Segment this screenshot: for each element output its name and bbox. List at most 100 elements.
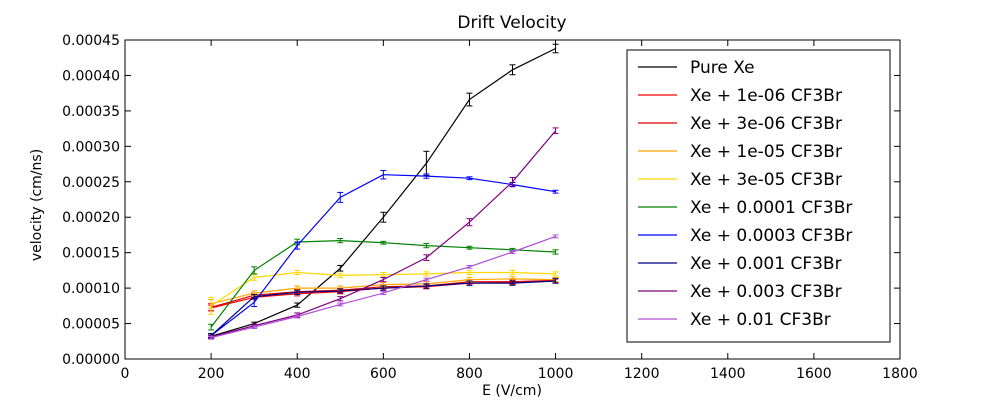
- x-tick-label: 200: [198, 366, 225, 382]
- error-bar: [509, 177, 516, 187]
- error-bar: [294, 289, 301, 295]
- chart-title: Drift Velocity: [457, 13, 566, 33]
- series-line-8: [210, 130, 557, 338]
- legend-label: Xe + 3e-05 CF3Br: [690, 170, 842, 190]
- y-tick-label: 0.00015: [62, 246, 120, 262]
- error-bar: [380, 169, 387, 180]
- x-tick-label: 800: [456, 366, 483, 382]
- x-tick-label: 1800: [882, 366, 918, 382]
- legend-item: Xe + 0.0001 CF3Br: [638, 198, 852, 218]
- error-bar: [337, 272, 344, 278]
- error-bar: [337, 191, 344, 203]
- legend-item: Xe + 0.0003 CF3Br: [638, 226, 852, 246]
- legend-label: Pure Xe: [690, 58, 755, 78]
- error-bar: [380, 211, 387, 223]
- x-tick-label: 400: [284, 366, 311, 382]
- legend-box: [626, 49, 891, 343]
- legend-item: Xe + 0.003 CF3Br: [638, 282, 842, 302]
- legend-item: Pure Xe: [638, 58, 755, 78]
- legend-label: Xe + 0.001 CF3Br: [690, 254, 842, 274]
- error-bar: [509, 269, 516, 276]
- error-bar: [251, 293, 258, 300]
- x-tick-label: 1200: [624, 366, 660, 382]
- x-tick-label: 0: [121, 366, 130, 382]
- error-bar: [466, 218, 473, 227]
- error-bar: [337, 296, 344, 302]
- error-bar: [466, 264, 473, 269]
- legend-label: Xe + 3e-06 CF3Br: [690, 114, 842, 134]
- error-bar: [466, 245, 473, 250]
- x-tick-label: 1400: [710, 366, 746, 382]
- error-bar: [337, 288, 344, 294]
- legend-item: Xe + 0.001 CF3Br: [638, 254, 842, 274]
- y-tick-label: 0.00045: [62, 33, 120, 49]
- y-tick-label: 0.00000: [62, 352, 120, 368]
- error-bar: [423, 254, 430, 261]
- error-bar: [380, 240, 387, 245]
- legend-label: Xe + 0.0001 CF3Br: [690, 198, 852, 218]
- error-bar: [552, 127, 559, 135]
- error-bar: [552, 189, 559, 194]
- legend-label: Xe + 0.01 CF3Br: [690, 310, 831, 330]
- error-bar: [423, 283, 430, 289]
- error-bar: [337, 264, 344, 272]
- y-axis-label: velocity (cm/ns): [29, 149, 45, 261]
- x-tick-label: 1000: [538, 366, 574, 382]
- error-bar: [466, 269, 473, 276]
- legend-label: Xe + 0.003 CF3Br: [690, 282, 842, 302]
- error-bar: [380, 272, 387, 278]
- error-bar: [423, 271, 430, 277]
- error-bar: [380, 291, 387, 295]
- error-bar: [337, 302, 344, 307]
- error-bar: [423, 242, 430, 249]
- legend-item: Xe + 1e-05 CF3Br: [638, 142, 842, 162]
- error-bar: [251, 274, 258, 281]
- error-bar: [337, 237, 344, 244]
- legend-item: Xe + 1e-06 CF3Br: [638, 86, 842, 106]
- legend: Pure Xe Xe + 1e-06 CF3Br Xe + 3e-06 CF3Br X…: [626, 49, 891, 343]
- error-bar: [208, 296, 215, 315]
- error-bar: [509, 64, 516, 76]
- error-bar: [380, 276, 387, 283]
- error-bar: [380, 285, 387, 291]
- y-tick-label: 0.00010: [62, 281, 120, 297]
- plot-area: 0 200 400 600 800 1000 1200 1400 1600 1800 0.00000…: [62, 33, 918, 382]
- y-tick-label: 0.00035: [62, 104, 120, 120]
- error-bar: [552, 278, 559, 284]
- y-tick-label: 0.00025: [62, 175, 120, 191]
- error-bar: [208, 335, 215, 340]
- error-bar: [552, 234, 559, 239]
- legend-item: Xe + 3e-05 CF3Br: [638, 170, 842, 190]
- error-bar: [294, 269, 301, 276]
- error-bar: [552, 249, 559, 255]
- x-tick-label: 600: [370, 366, 397, 382]
- error-bar: [466, 176, 473, 181]
- legend-label: Xe + 1e-06 CF3Br: [690, 86, 842, 106]
- error-bar: [208, 323, 215, 331]
- legend-label: Xe + 1e-05 CF3Br: [690, 142, 842, 162]
- error-bar: [294, 314, 301, 319]
- x-axis-label: E (V/cm): [482, 383, 542, 399]
- error-bar: [294, 302, 301, 308]
- error-bar: [251, 266, 258, 275]
- legend-item: Xe + 3e-06 CF3Br: [638, 114, 842, 134]
- error-bar: [466, 92, 473, 107]
- error-bar: [509, 250, 516, 254]
- legend-item: Xe + 0.01 CF3Br: [638, 310, 831, 330]
- error-bar: [423, 150, 430, 176]
- error-bar: [423, 173, 430, 179]
- y-tick-label: 0.00005: [62, 317, 120, 333]
- y-tick-label: 0.00030: [62, 139, 120, 155]
- error-bar: [509, 280, 516, 286]
- error-bar: [251, 325, 258, 330]
- y-tick-label: 0.00040: [62, 68, 120, 84]
- axes-frame: [124, 39, 901, 360]
- error-bar: [423, 277, 430, 282]
- error-bar: [294, 241, 301, 250]
- y-tick-label: 0.00020: [62, 210, 120, 226]
- x-tick-label: 1600: [796, 366, 832, 382]
- legend-label: Xe + 0.0003 CF3Br: [690, 226, 852, 246]
- error-bar: [466, 280, 473, 286]
